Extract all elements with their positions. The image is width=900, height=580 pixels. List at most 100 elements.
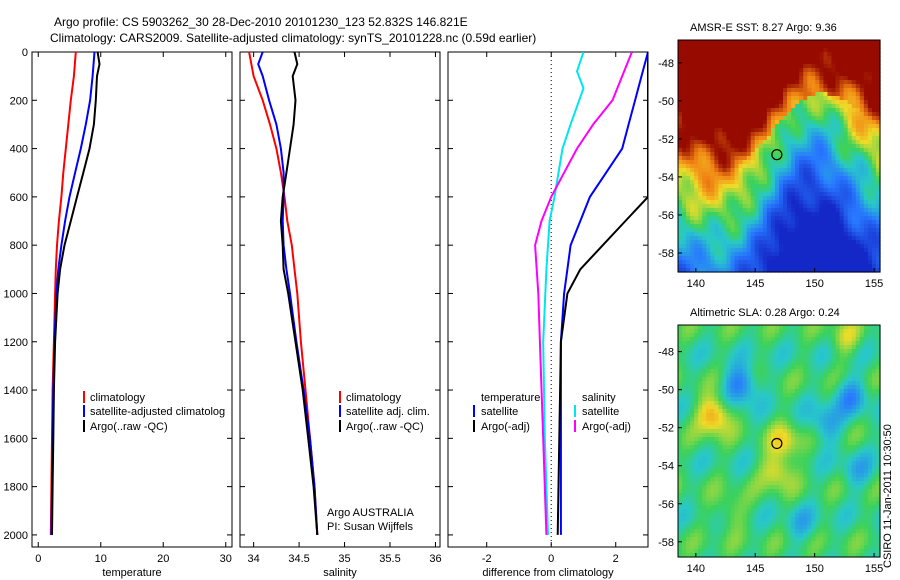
heatmap-cell — [835, 164, 841, 169]
heatmap-cell — [698, 220, 703, 225]
heatmap-cell — [827, 453, 833, 458]
heatmap-cell — [835, 156, 841, 161]
heatmap-cell — [819, 104, 825, 109]
heatmap-cell — [754, 365, 760, 370]
heatmap-cell — [714, 361, 719, 366]
heatmap-cell — [710, 80, 715, 85]
heatmap-cell — [819, 68, 825, 73]
heatmap-cell — [730, 389, 736, 394]
heatmap-cell — [690, 377, 695, 382]
heatmap-cell — [807, 409, 812, 414]
heatmap-cell — [762, 421, 768, 426]
heatmap-cell — [863, 232, 869, 237]
heatmap-cell — [819, 325, 825, 330]
heatmap-cell — [738, 156, 744, 161]
heatmap-cell — [754, 445, 760, 450]
heatmap-cell — [843, 441, 849, 446]
heatmap-cell — [823, 429, 829, 434]
heatmap-cell — [754, 417, 760, 422]
heatmap-cell — [750, 453, 756, 458]
heatmap-cell — [803, 389, 808, 394]
heatmap-cell — [758, 401, 764, 406]
heatmap-cell — [815, 433, 820, 438]
heatmap-cell — [819, 224, 825, 229]
heatmap-cell — [835, 40, 841, 45]
heatmap-cell — [730, 256, 736, 261]
heatmap-cell — [867, 433, 873, 438]
heatmap-cell — [714, 68, 719, 73]
heatmap-cell — [839, 437, 845, 442]
heatmap-cell — [754, 409, 760, 414]
heatmap-cell — [714, 220, 719, 225]
heatmap-cell — [827, 429, 833, 434]
heatmap-cell — [770, 100, 776, 105]
heatmap-cell — [698, 60, 703, 65]
heatmap-cell — [686, 260, 691, 265]
heatmap-cell — [718, 457, 724, 462]
heatmap-cell — [686, 429, 691, 434]
heatmap-cell — [811, 80, 816, 85]
heatmap-cell — [795, 136, 800, 141]
heatmap-cell — [823, 393, 829, 398]
heatmap-cell — [698, 264, 703, 269]
heatmap-cell — [754, 148, 760, 153]
heatmap-cell — [859, 192, 865, 197]
heatmap-cell — [738, 200, 744, 205]
heatmap-cell — [843, 252, 849, 257]
heatmap-cell — [742, 88, 748, 93]
heatmap-cell — [851, 140, 857, 145]
heatmap-cell — [746, 377, 752, 382]
heatmap-cell — [750, 184, 756, 189]
heatmap-cell — [738, 144, 744, 149]
heatmap-cell — [730, 329, 736, 334]
heatmap-cell — [730, 437, 736, 442]
heatmap-cell — [875, 437, 881, 442]
heatmap-cell — [746, 124, 752, 129]
heatmap-cell — [750, 413, 756, 418]
heatmap-cell — [730, 369, 736, 374]
heatmap-cell — [815, 445, 820, 450]
heatmap-cell — [839, 96, 845, 101]
heatmap-cell — [839, 84, 845, 89]
heatmap-cell — [726, 52, 732, 57]
heatmap-cell — [875, 473, 881, 478]
heatmap-cell — [690, 204, 695, 209]
heatmap-cell — [803, 377, 808, 382]
heatmap-cell — [791, 108, 796, 113]
heatmap-cell — [875, 361, 881, 366]
heatmap-cell — [758, 132, 764, 137]
heatmap-cell — [827, 473, 833, 478]
heatmap-cell — [791, 112, 796, 117]
heatmap-cell — [722, 220, 728, 225]
heatmap-cell — [718, 433, 724, 438]
heatmap-cell — [819, 248, 825, 253]
heatmap-cell — [807, 44, 812, 49]
heatmap-cell — [779, 248, 784, 253]
heatmap-cell — [710, 184, 715, 189]
heatmap-cell — [823, 345, 829, 350]
heatmap-cell — [738, 160, 744, 165]
heatmap-cell — [694, 148, 699, 153]
heatmap-cell — [690, 465, 695, 470]
heatmap-cell — [807, 429, 812, 434]
heatmap-cell — [702, 236, 707, 241]
heatmap-cell — [718, 349, 724, 354]
heatmap-cell — [738, 389, 744, 394]
heatmap-cell — [791, 425, 796, 430]
heatmap-cell — [819, 421, 825, 426]
heatmap-cell — [758, 60, 764, 65]
heatmap-cell — [847, 365, 853, 370]
heatmap-cell — [819, 160, 825, 165]
heatmap-cell — [682, 429, 687, 434]
heatmap-cell — [754, 100, 760, 105]
heatmap-cell — [867, 445, 873, 450]
heatmap-cell — [867, 92, 873, 97]
heatmap-cell — [754, 236, 760, 241]
heatmap-cell — [738, 100, 744, 105]
heatmap-cell — [718, 361, 724, 366]
heatmap-cell — [750, 232, 756, 237]
heatmap-cell — [803, 228, 808, 233]
heatmap-cell — [690, 361, 695, 366]
heatmap-cell — [855, 164, 861, 169]
heatmap-cell — [694, 385, 699, 390]
